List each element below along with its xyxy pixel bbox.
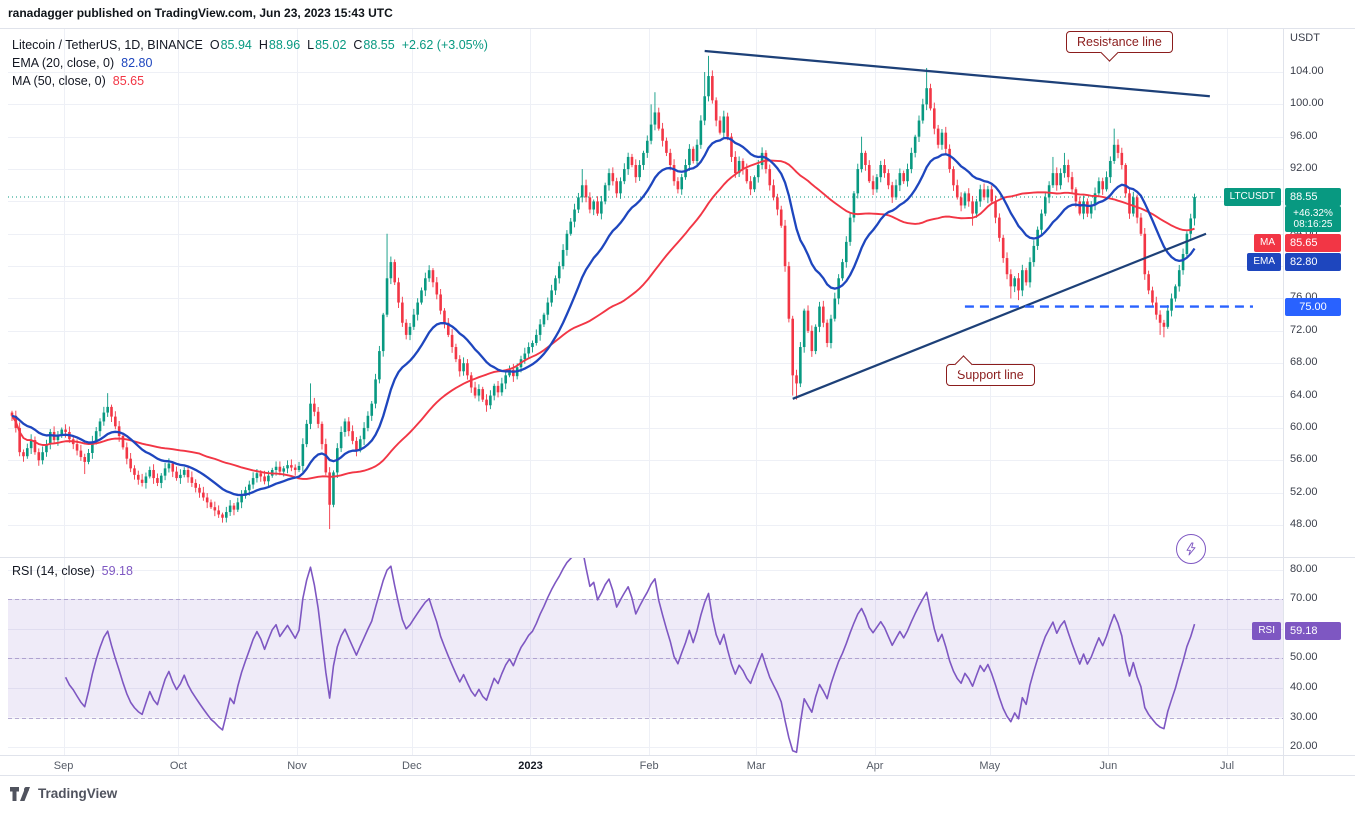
level-price-badge: 75.00 xyxy=(1285,297,1341,316)
high-value: 88.96 xyxy=(268,38,301,52)
lightning-icon xyxy=(1186,542,1196,556)
open-value: 85.94 xyxy=(220,38,252,52)
close-label: C xyxy=(353,38,363,52)
ma-label: MA (50, close, 0) xyxy=(12,74,106,88)
resistance-callout-label: Resistance line xyxy=(1077,35,1162,49)
tradingview-logo-icon xyxy=(10,786,30,801)
ema-label: EMA (20, close, 0) xyxy=(12,56,115,70)
open-pair: O 85.94 xyxy=(210,38,252,52)
tradingview-logo[interactable]: TradingView xyxy=(10,786,117,801)
countdown-badge: +46.32% 08:16:25 xyxy=(1285,206,1341,233)
open-label: O xyxy=(209,38,220,52)
ma-legend-row[interactable]: MA (50, close, 0) 85.65 xyxy=(12,72,488,90)
ema-value: 82.80 xyxy=(121,56,153,70)
rsi-value: 59.18 xyxy=(101,564,133,578)
change-percent: +46.32% xyxy=(1293,208,1333,220)
high-label: H xyxy=(258,38,268,52)
symbol-title: Litecoin / TetherUS, 1D, BINANCE xyxy=(12,38,203,52)
attribution-text: ranadagger published on TradingView.com,… xyxy=(8,6,393,20)
bar-countdown: 08:16:25 xyxy=(1293,219,1333,231)
level-price-value: 75.00 xyxy=(1299,300,1327,313)
ma-value: 85.65 xyxy=(112,74,145,88)
low-label: L xyxy=(307,38,315,52)
high-pair: H 88.96 xyxy=(259,38,300,52)
tradingview-logo-text: TradingView xyxy=(38,786,118,801)
support-callout-label: Support line xyxy=(957,368,1024,382)
lightning-button[interactable] xyxy=(1176,534,1206,564)
rsi-legend[interactable]: RSI (14, close) 59.18 xyxy=(12,562,133,580)
close-value: 88.55 xyxy=(363,38,395,52)
symbol-legend-row[interactable]: Litecoin / TetherUS, 1D, BINANCE O 85.94… xyxy=(12,36,488,54)
change-value: +2.62 (+3.05%) xyxy=(401,38,488,52)
low-pair: L 85.02 xyxy=(307,38,346,52)
support-callout[interactable]: Support line xyxy=(946,355,1035,386)
low-value: 85.02 xyxy=(315,38,347,52)
close-pair: C 88.55 xyxy=(353,38,394,52)
rsi-label: RSI (14, close) xyxy=(12,564,95,578)
resistance-callout[interactable]: Resistance line xyxy=(1066,31,1173,62)
ema-legend-row[interactable]: EMA (20, close, 0) 82.80 xyxy=(12,54,488,72)
chart-legend: Litecoin / TetherUS, 1D, BINANCE O 85.94… xyxy=(12,36,488,90)
